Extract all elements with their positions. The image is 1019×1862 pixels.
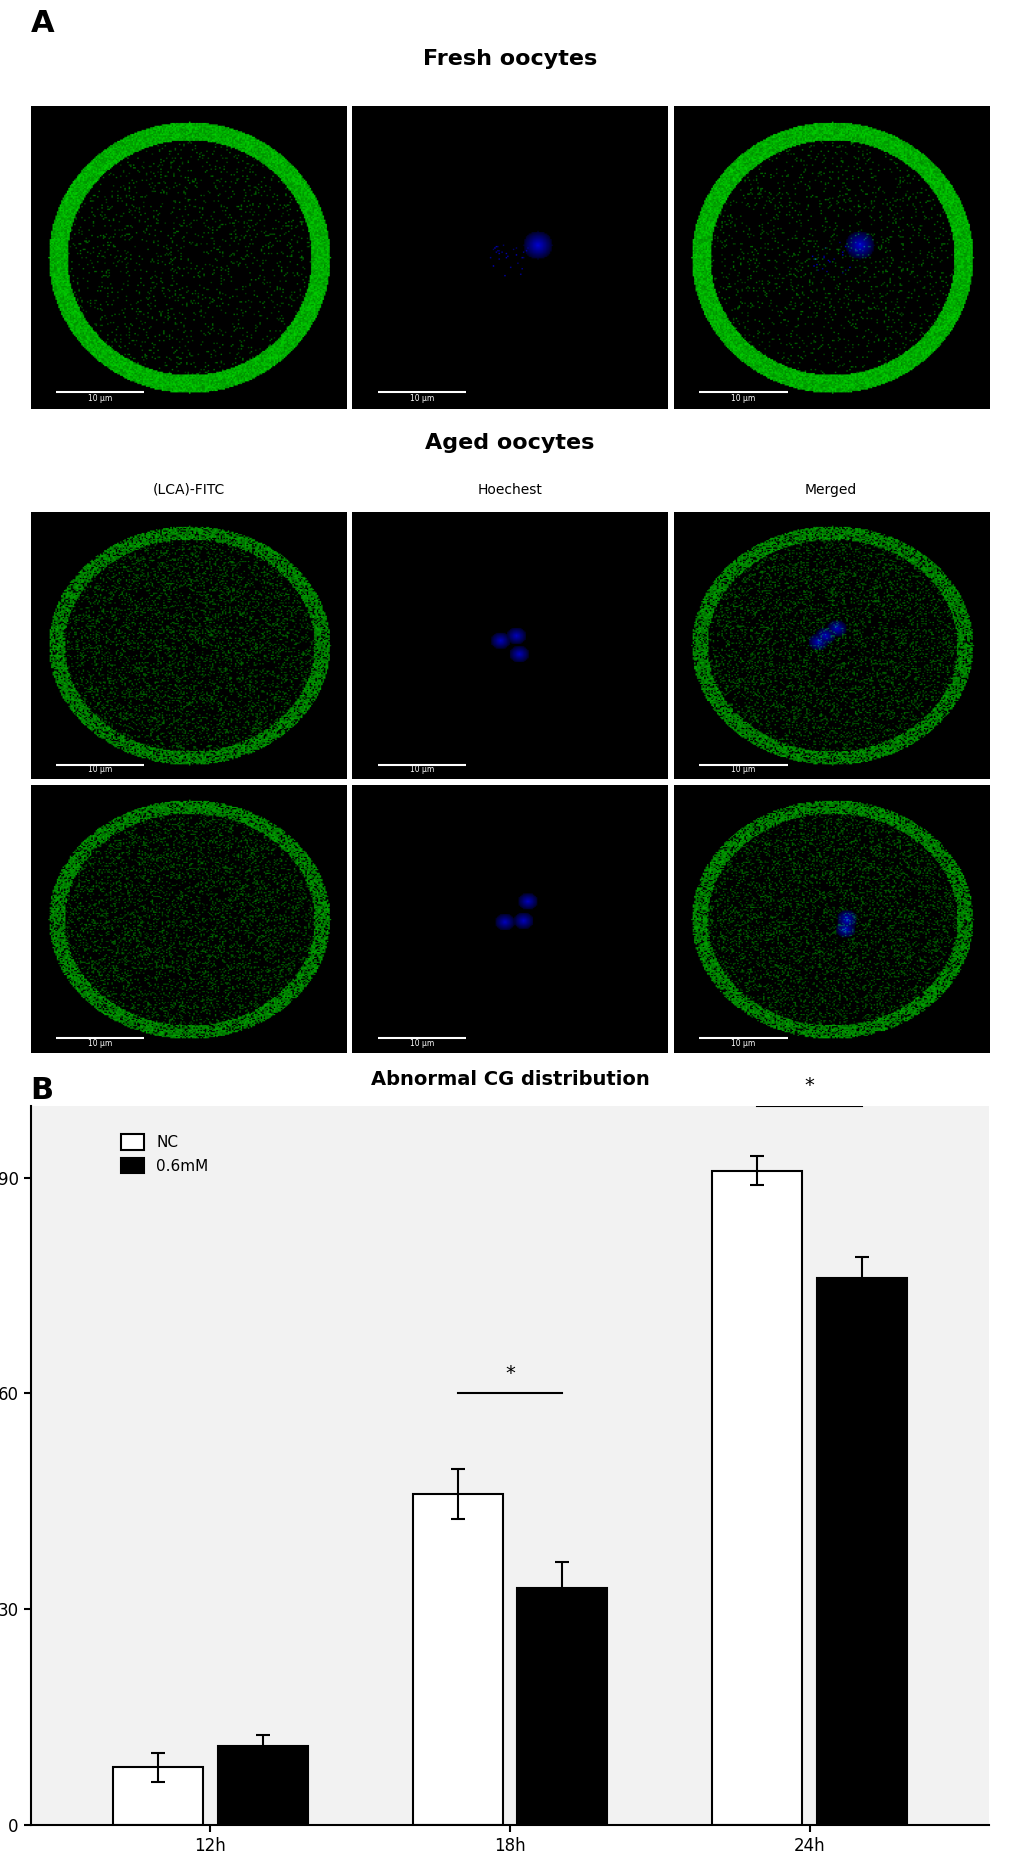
Title: Merged: Merged (805, 91, 857, 104)
Title: (LCA)-FITC: (LCA)-FITC (152, 91, 224, 104)
Text: *: * (504, 1363, 515, 1383)
Legend: NC, 0.6mM: NC, 0.6mM (115, 1128, 214, 1181)
Text: 10 μm: 10 μm (88, 765, 112, 775)
Bar (413, 1493, 502, 1825)
Text: Fresh oocytes: Fresh oocytes (423, 48, 596, 69)
Text: 10 μm: 10 μm (410, 393, 433, 402)
Text: 10 μm: 10 μm (731, 1039, 755, 1048)
Text: (LCA)-FITC: (LCA)-FITC (153, 482, 225, 497)
Text: Merged: Merged (804, 482, 857, 497)
Text: *: * (804, 1076, 814, 1095)
Title: Hoechest: Hoechest (477, 91, 542, 104)
Text: A: A (31, 9, 54, 39)
Bar (218, 1747, 308, 1825)
Text: Aged oocytes: Aged oocytes (425, 432, 594, 452)
Text: 10 μm: 10 μm (88, 1039, 112, 1048)
Bar (517, 1588, 606, 1825)
Text: Hoechest: Hoechest (477, 482, 542, 497)
Title: Abnormal CG distribution: Abnormal CG distribution (370, 1071, 649, 1089)
Text: B: B (31, 1076, 54, 1106)
Text: 10 μm: 10 μm (731, 765, 755, 775)
Text: 10 μm: 10 μm (88, 393, 112, 402)
Bar (113, 1767, 203, 1825)
Text: 10 μm: 10 μm (410, 765, 433, 775)
Bar (816, 1279, 906, 1825)
Text: 10 μm: 10 μm (410, 1039, 433, 1048)
Bar (711, 1171, 801, 1825)
Text: 10 μm: 10 μm (731, 393, 755, 402)
